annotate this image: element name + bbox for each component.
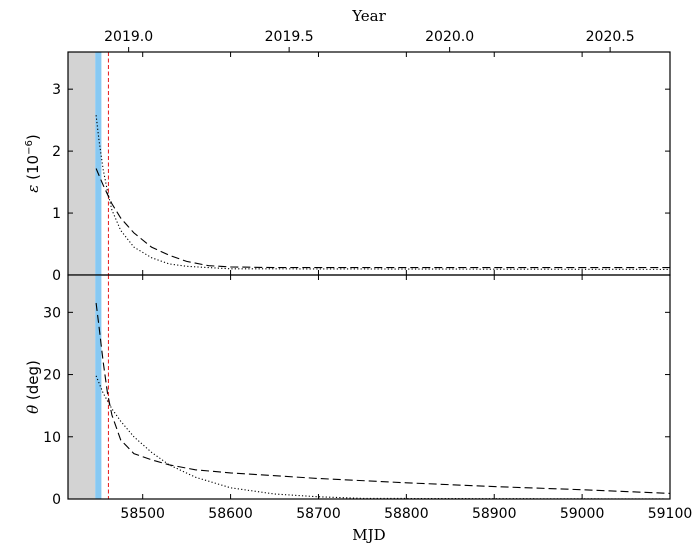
x-tick-label: 58600 bbox=[208, 506, 253, 522]
x-tick-label: 58800 bbox=[384, 506, 429, 522]
bottom-panel: 0 10 20 30 58500 58600 58700 58800 58900 59000 59… bbox=[43, 274, 693, 522]
y-tick-label: 10 bbox=[43, 430, 61, 446]
dotted-series-line bbox=[95, 115, 670, 270]
bottom-y-label-rest: (deg) bbox=[24, 360, 42, 405]
shaded-region bbox=[68, 275, 96, 499]
x-tick-label: 58700 bbox=[296, 506, 341, 522]
x-tick-label: 59100 bbox=[648, 506, 693, 522]
year-tick-label: 2019.0 bbox=[104, 29, 153, 45]
x-tick-label: 59000 bbox=[560, 506, 605, 522]
year-tick-label: 2020.0 bbox=[425, 29, 474, 45]
top-panel-frame bbox=[67, 51, 671, 276]
top-y-label-sup: −6 bbox=[24, 140, 35, 155]
bottom-panel-frame bbox=[67, 274, 671, 500]
y-tick-label: 3 bbox=[52, 82, 61, 98]
dotted-series-line bbox=[95, 375, 670, 499]
year-tick-label: 2019.5 bbox=[265, 29, 314, 45]
x-axis-title: MJD bbox=[352, 526, 385, 544]
year-axis: 2019.0 2019.5 2020.0 2020.5 bbox=[104, 29, 635, 52]
y-tick-label: 0 bbox=[52, 268, 61, 284]
y-tick-label: 0 bbox=[52, 492, 61, 508]
y-tick-label: 2 bbox=[52, 144, 61, 160]
x-tick-label: 58900 bbox=[472, 506, 517, 522]
blue-band bbox=[95, 52, 102, 275]
top-y-label-rest: (10 bbox=[24, 155, 42, 185]
x-tick-label: 58500 bbox=[120, 506, 165, 522]
dashed-series-line bbox=[95, 302, 670, 494]
top-axis-title: Year bbox=[351, 7, 386, 25]
bottom-y-label-symbol: θ bbox=[24, 405, 42, 414]
dashed-series-line bbox=[95, 168, 670, 269]
y-tick-label: 1 bbox=[52, 206, 61, 222]
top-y-axis-label: ε (10−6) bbox=[24, 134, 42, 192]
year-tick-label: 2020.5 bbox=[586, 29, 635, 45]
bottom-y-axis-label: θ (deg) bbox=[24, 360, 42, 414]
top-panel: 0 1 2 3 bbox=[52, 51, 671, 284]
shaded-region bbox=[68, 52, 96, 275]
top-y-label-close: ) bbox=[24, 134, 42, 140]
y-tick-label: 20 bbox=[43, 368, 61, 384]
y-tick-label: 30 bbox=[43, 305, 61, 321]
top-y-label-symbol: ε bbox=[24, 185, 42, 193]
blue-band bbox=[95, 275, 102, 499]
